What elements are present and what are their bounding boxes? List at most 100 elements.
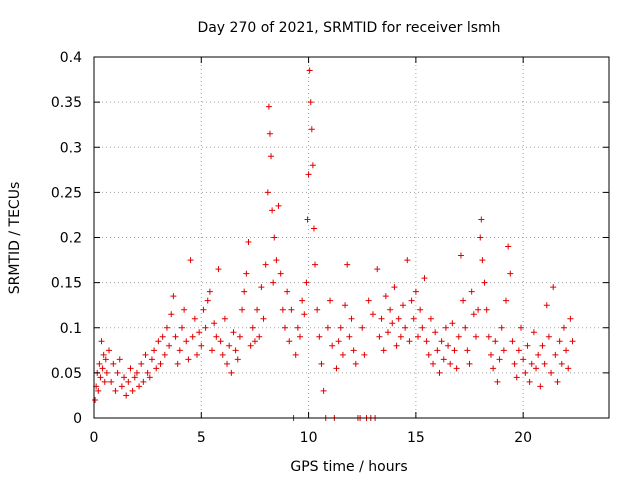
data-point bbox=[97, 374, 104, 381]
data-point bbox=[533, 365, 540, 372]
data-point bbox=[273, 257, 280, 264]
data-point bbox=[114, 369, 121, 376]
data-point bbox=[307, 99, 314, 106]
data-point bbox=[133, 369, 140, 376]
data-point bbox=[436, 369, 443, 376]
data-point bbox=[550, 284, 557, 291]
data-point bbox=[153, 365, 160, 372]
data-point bbox=[138, 360, 145, 367]
data-point bbox=[487, 351, 494, 358]
data-point bbox=[174, 360, 181, 367]
data-point bbox=[206, 288, 213, 295]
data-point bbox=[221, 315, 228, 322]
data-point bbox=[490, 365, 497, 372]
data-point bbox=[98, 338, 105, 345]
data-point bbox=[277, 270, 284, 277]
data-point bbox=[178, 324, 185, 331]
data-point bbox=[286, 338, 293, 345]
data-point bbox=[102, 356, 109, 363]
data-point bbox=[209, 347, 216, 354]
data-point bbox=[299, 297, 306, 304]
data-point bbox=[451, 347, 458, 354]
data-point bbox=[402, 324, 409, 331]
data-point bbox=[181, 306, 188, 313]
data-point bbox=[123, 392, 130, 399]
data-point bbox=[391, 284, 398, 291]
data-point bbox=[380, 347, 387, 354]
data-point bbox=[110, 360, 117, 367]
data-point bbox=[247, 342, 254, 349]
data-point bbox=[125, 378, 132, 385]
data-point bbox=[306, 67, 313, 74]
data-point bbox=[309, 162, 316, 169]
data-point bbox=[569, 338, 576, 345]
data-point bbox=[320, 387, 327, 394]
data-point bbox=[455, 333, 462, 340]
data-point bbox=[406, 338, 413, 345]
data-point bbox=[565, 365, 572, 372]
y-tick-label: 0.05 bbox=[51, 366, 82, 382]
data-point bbox=[382, 293, 389, 300]
data-point bbox=[129, 387, 136, 394]
data-point bbox=[464, 347, 471, 354]
y-tick-label: 0.4 bbox=[60, 50, 82, 66]
data-point bbox=[462, 324, 469, 331]
data-point bbox=[548, 369, 555, 376]
data-point bbox=[430, 360, 437, 367]
data-point bbox=[494, 378, 501, 385]
data-point bbox=[327, 297, 334, 304]
data-point bbox=[393, 342, 400, 349]
data-point bbox=[515, 347, 522, 354]
data-point bbox=[333, 365, 340, 372]
data-point bbox=[183, 338, 190, 345]
data-point bbox=[442, 324, 449, 331]
data-point bbox=[251, 338, 258, 345]
data-point bbox=[136, 383, 143, 390]
data-point bbox=[106, 347, 113, 354]
data-point bbox=[522, 369, 529, 376]
data-point bbox=[155, 338, 162, 345]
data-point bbox=[301, 311, 308, 318]
data-point bbox=[260, 315, 267, 322]
data-point bbox=[427, 315, 434, 322]
data-point bbox=[478, 216, 485, 223]
data-point bbox=[170, 293, 177, 300]
data-point bbox=[288, 306, 295, 313]
data-point bbox=[558, 360, 565, 367]
data-point bbox=[423, 338, 430, 345]
data-point bbox=[520, 356, 527, 363]
data-point bbox=[415, 333, 422, 340]
data-point bbox=[284, 288, 291, 295]
data-point bbox=[410, 315, 417, 322]
data-point bbox=[554, 378, 561, 385]
y-tick-label: 0.35 bbox=[51, 95, 82, 111]
data-point bbox=[348, 315, 355, 322]
data-point bbox=[552, 351, 559, 358]
data-point bbox=[256, 333, 263, 340]
data-point bbox=[176, 347, 183, 354]
data-point bbox=[545, 333, 552, 340]
data-point bbox=[344, 261, 351, 268]
data-point bbox=[445, 342, 452, 349]
data-point bbox=[316, 333, 323, 340]
data-point bbox=[387, 306, 394, 313]
data-point bbox=[254, 306, 261, 313]
data-point bbox=[243, 270, 250, 277]
data-point bbox=[187, 257, 194, 264]
data-point bbox=[524, 342, 531, 349]
data-point bbox=[417, 306, 424, 313]
data-point bbox=[103, 369, 110, 376]
data-point bbox=[226, 342, 233, 349]
data-point bbox=[511, 360, 518, 367]
data-point bbox=[271, 234, 278, 241]
data-point bbox=[342, 302, 349, 309]
data-point bbox=[245, 239, 252, 246]
data-point bbox=[318, 360, 325, 367]
data-point bbox=[241, 288, 248, 295]
data-point bbox=[213, 333, 220, 340]
data-point bbox=[485, 333, 492, 340]
data-point bbox=[142, 351, 149, 358]
data-point bbox=[537, 383, 544, 390]
x-axis-label: GPS time / hours bbox=[290, 459, 407, 475]
data-point bbox=[131, 374, 138, 381]
